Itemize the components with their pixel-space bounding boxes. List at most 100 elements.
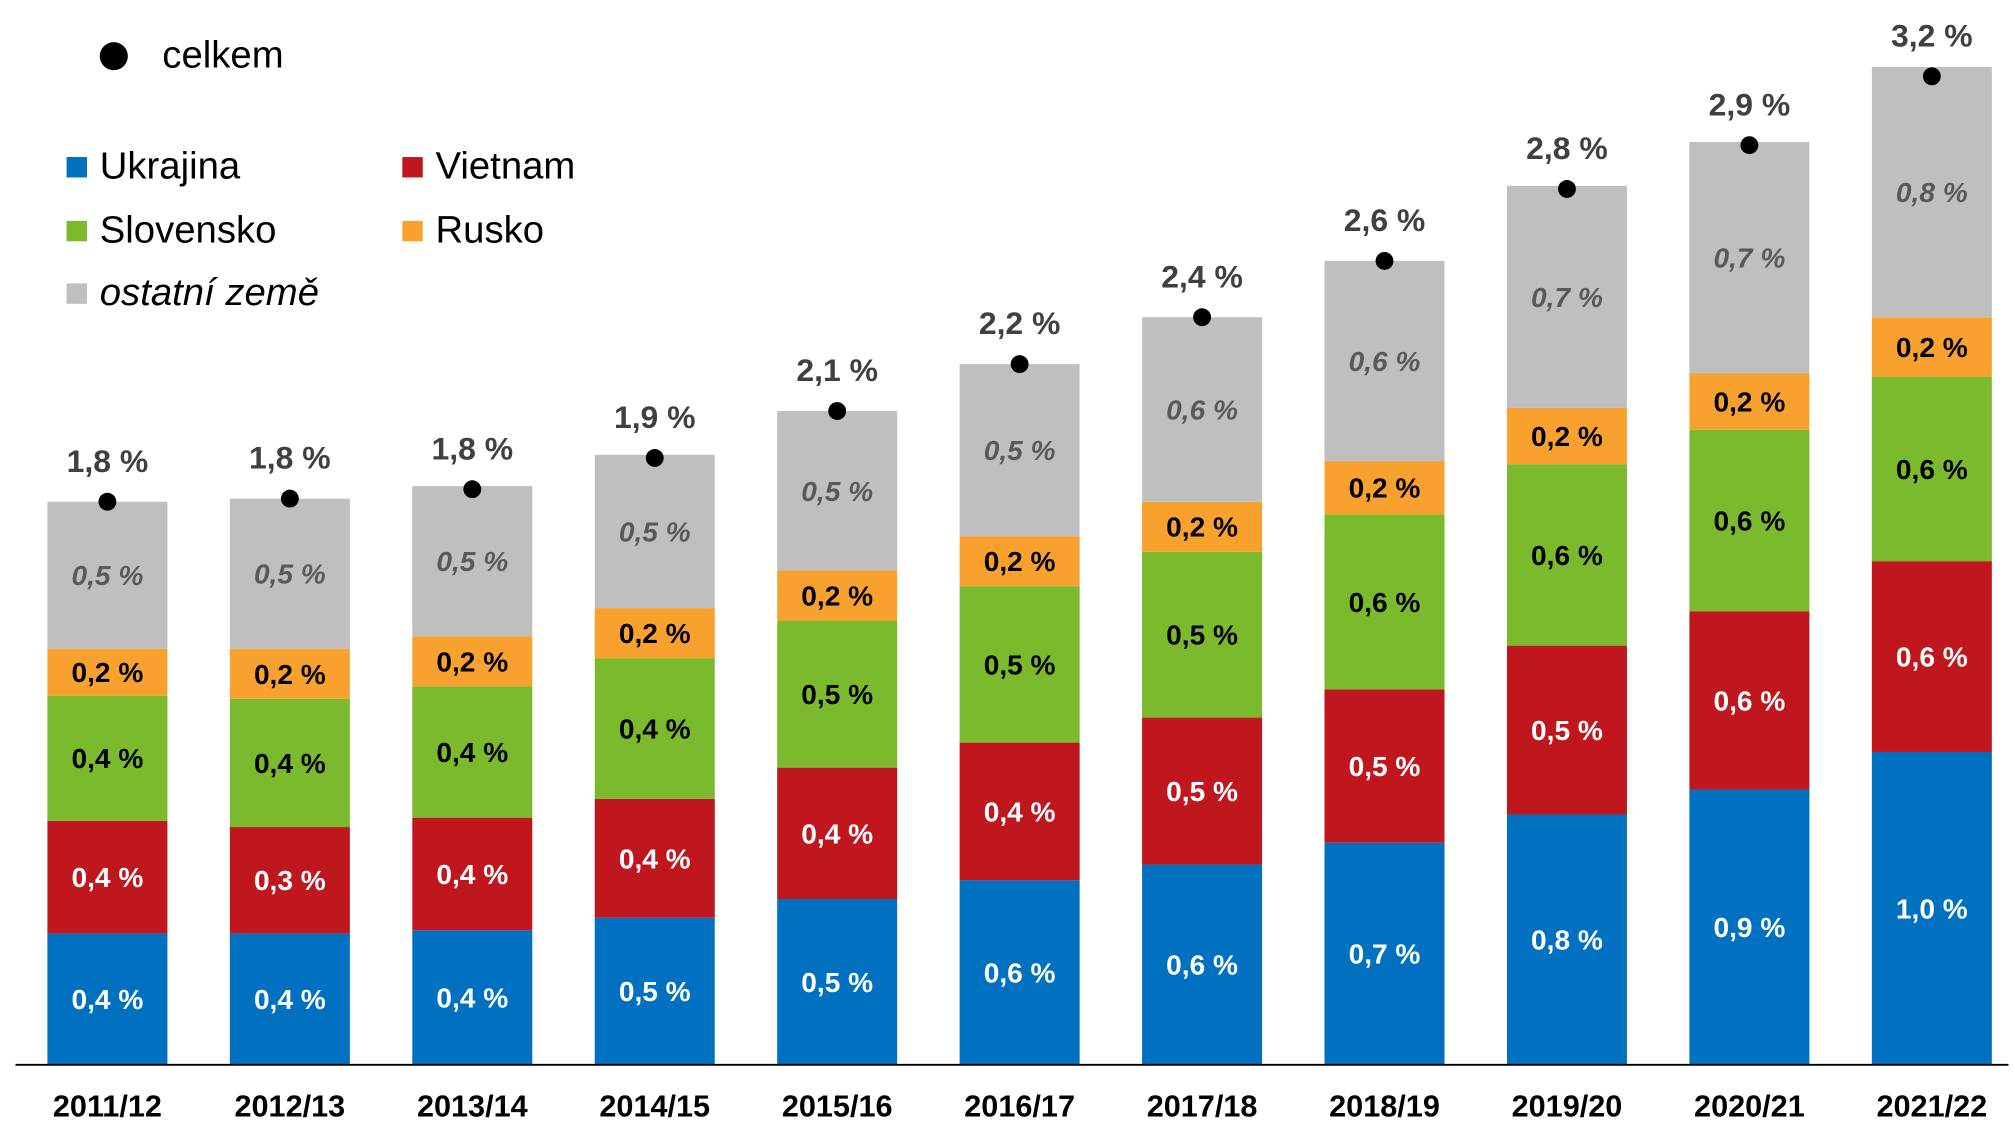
bar-segment — [1506, 814, 1627, 1065]
value-label: 0,4 % — [436, 859, 508, 890]
legend-swatch — [402, 220, 423, 242]
value-label: 0,6 % — [1531, 540, 1603, 571]
value-label: 0,5 % — [436, 546, 508, 577]
value-label: 0,2 % — [619, 618, 691, 649]
bar-segment — [1871, 317, 1992, 377]
bar-segment — [1871, 66, 1992, 318]
x-tick-label: 2017/18 — [1147, 1089, 1258, 1123]
x-tick-label: 2021/22 — [1876, 1089, 1987, 1123]
legend-swatch — [66, 157, 87, 178]
bar-segment — [594, 658, 715, 799]
legend-label: Slovensko — [100, 208, 277, 251]
bar-segment — [594, 917, 715, 1065]
bar-segment — [47, 648, 168, 696]
bar-segment — [1324, 842, 1445, 1065]
x-tick-label: 2013/14 — [417, 1089, 528, 1123]
bar-segment — [229, 498, 350, 649]
value-label: 0,6 % — [1349, 587, 1421, 618]
bar-segment — [412, 636, 533, 687]
bar-segment — [959, 880, 1080, 1065]
value-label: 0,9 % — [1713, 912, 1785, 943]
bar-segment — [1142, 551, 1263, 718]
total-marker — [98, 492, 117, 511]
total-label: 1,9 % — [614, 399, 696, 435]
value-label: 0,2 % — [254, 659, 326, 690]
total-marker — [1922, 67, 1941, 86]
bar-segment — [1142, 864, 1263, 1065]
value-label: 0,2 % — [436, 646, 508, 677]
bar-segment — [1689, 611, 1810, 790]
value-label: 0,5 % — [254, 559, 326, 590]
legend-swatch — [66, 220, 87, 242]
value-label: 0,4 % — [72, 862, 144, 893]
value-label: 0,6 % — [1896, 642, 1968, 673]
bar-segment — [1324, 689, 1445, 843]
value-label: 0,2 % — [72, 657, 144, 688]
value-label: 0,4 % — [254, 984, 326, 1015]
value-label: 0,2 % — [1713, 387, 1785, 418]
value-label: 0,3 % — [254, 865, 326, 896]
total-label: 2,8 % — [1526, 130, 1608, 166]
value-label: 0,5 % — [801, 476, 873, 507]
value-label: 0,7 % — [1531, 282, 1603, 313]
legend-swatch — [402, 157, 423, 178]
bar-segment — [777, 411, 898, 571]
bar-segment — [1506, 645, 1627, 815]
bar-segment — [1689, 789, 1810, 1065]
bar-segment — [1142, 317, 1263, 502]
legend-label: celkem — [162, 34, 283, 77]
x-tick-label: 2020/21 — [1694, 1089, 1805, 1123]
bar-segment — [47, 933, 168, 1065]
value-label: 0,8 % — [1531, 925, 1603, 956]
value-label: 0,4 % — [254, 748, 326, 779]
bar-segment — [47, 695, 168, 821]
bar-segment — [229, 648, 350, 699]
x-tick-label: 2014/15 — [599, 1089, 710, 1123]
bar-segment — [47, 820, 168, 934]
bar-segment — [229, 698, 350, 828]
bar-segment — [1324, 461, 1445, 515]
total-marker — [645, 449, 664, 467]
total-marker — [1740, 136, 1759, 155]
x-tick-label: 2011/12 — [53, 1089, 162, 1123]
bar-segment — [47, 501, 168, 649]
value-label: 0,4 % — [619, 843, 691, 874]
value-label: 0,5 % — [619, 976, 691, 1007]
bar-segment — [412, 686, 533, 818]
value-label: 0,5 % — [801, 967, 873, 998]
value-label: 0,5 % — [1166, 776, 1238, 807]
total-marker — [1558, 180, 1576, 198]
legend-label: Vietnam — [436, 145, 576, 188]
total-label: 2,1 % — [796, 352, 878, 388]
value-label: 0,5 % — [1531, 715, 1603, 746]
value-label: 0,2 % — [1166, 512, 1238, 543]
value-label: 0,5 % — [72, 560, 144, 591]
total-marker — [828, 402, 847, 420]
bar-segment — [1871, 376, 1992, 562]
legend-swatch — [66, 283, 87, 304]
bar-segment — [412, 930, 533, 1065]
total-label: 1,8 % — [67, 443, 149, 479]
value-label: 0,4 % — [619, 714, 691, 745]
legend-label: Rusko — [436, 208, 545, 251]
bar-segment — [777, 767, 898, 899]
x-tick-label: 2019/20 — [1512, 1089, 1623, 1123]
value-label: 0,4 % — [801, 818, 873, 849]
bar-segment — [594, 454, 715, 609]
value-label: 0,2 % — [1896, 332, 1968, 363]
bar-segment — [1142, 717, 1263, 865]
bar-segment — [412, 817, 533, 931]
x-tick-label: 2018/19 — [1329, 1089, 1440, 1123]
value-label: 0,2 % — [801, 581, 873, 612]
bar-segment — [1324, 260, 1445, 462]
value-label: 0,4 % — [436, 983, 508, 1014]
total-label: 2,4 % — [1161, 258, 1243, 294]
bar-segment — [1689, 429, 1810, 612]
value-label: 0,2 % — [984, 546, 1056, 577]
bar-segment — [1324, 514, 1445, 690]
bar-segment — [1506, 407, 1627, 465]
value-label: 0,5 % — [1166, 620, 1238, 651]
value-label: 0,4 % — [436, 737, 508, 768]
